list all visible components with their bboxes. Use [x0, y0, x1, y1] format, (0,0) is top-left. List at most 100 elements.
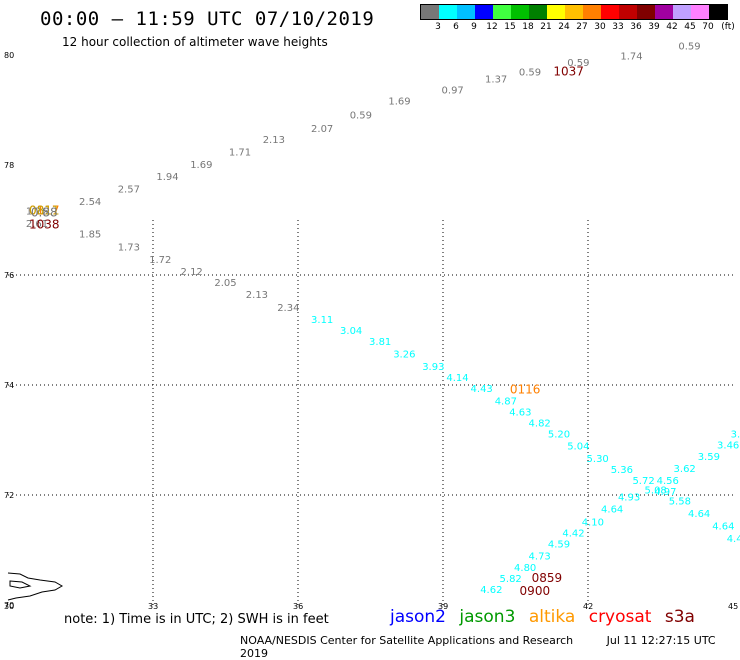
- pass-time-label: 0116: [510, 382, 541, 396]
- lat-label: 72: [4, 491, 14, 500]
- wave-height-reading: 2.57: [118, 185, 140, 196]
- scale-swatch: [709, 5, 727, 19]
- wave-height-reading: 1.85: [79, 230, 101, 241]
- scale-label: 18: [522, 22, 534, 32]
- wave-height-reading: 4.80: [514, 563, 536, 574]
- wave-height-reading: 0.59: [678, 42, 700, 53]
- wave-height-reading: 3.04: [340, 326, 362, 337]
- scale-swatch: [583, 5, 601, 19]
- pass-time-label: 0859: [532, 571, 563, 585]
- legend-jason2: jason2: [390, 607, 446, 627]
- wave-height-reading: 1.37: [485, 75, 507, 86]
- wave-height-reading: 2.05: [214, 278, 236, 289]
- wave-height-reading: 5.08: [645, 485, 667, 496]
- wave-height-reading: 1.72: [149, 255, 171, 266]
- wave-height-reading: 2.34: [277, 303, 299, 314]
- color-scale: 3 6 9 12 15 18 21 24 27 30 33 36 39 42 45 70 (ft): [420, 4, 735, 34]
- lon-label: 42: [583, 602, 593, 611]
- scale-label: 12: [486, 22, 498, 32]
- wave-height-reading: 3.26: [393, 350, 415, 361]
- scale-swatch: [691, 5, 709, 19]
- lon-label: 36: [293, 602, 303, 611]
- lat-label: 74: [4, 381, 14, 390]
- legend-cryosat: cryosat: [588, 607, 652, 627]
- footer-credit: NOAA/NESDIS Center for Satellite Applica…: [240, 634, 574, 647]
- scale-swatch: [655, 5, 673, 19]
- scale-label: 3: [435, 22, 441, 32]
- scale-swatch: [547, 5, 565, 19]
- wave-height-reading: 3.59: [698, 452, 720, 463]
- lat-label: 80: [4, 51, 14, 60]
- satellite-legend: jason2 jason3 altika cryosat s3a: [390, 607, 703, 627]
- wave-height-reading: 1.69: [190, 160, 212, 171]
- wave-height-reading: 3.81: [369, 337, 391, 348]
- scale-label: 42: [666, 22, 678, 32]
- scale-label: 36: [630, 22, 642, 32]
- wave-height-reading: 3.46: [717, 440, 739, 451]
- wave-height-reading: 4.62: [480, 585, 502, 596]
- wave-height-reading: 4.42: [562, 528, 584, 539]
- page-subtitle: 12 hour collection of altimeter wave hei…: [62, 35, 328, 49]
- wave-height-reading: 4.73: [529, 551, 551, 562]
- wave-height-reading: 1.94: [156, 172, 178, 183]
- lat-lon-grid: [8, 220, 733, 605]
- lon-label: 39: [438, 602, 448, 611]
- scale-swatch: [565, 5, 583, 19]
- lon-label: 30: [4, 602, 14, 611]
- wave-height-reading: 2.13: [263, 135, 285, 146]
- wave-height-reading: 1.73: [118, 242, 140, 253]
- wave-height-reading: 3.93: [422, 362, 444, 373]
- wave-height-reading: 4.43: [471, 384, 493, 395]
- lat-label: 70: [4, 601, 14, 610]
- wave-height-reading: 4.63: [509, 407, 531, 418]
- pass-time-label: 1037: [553, 64, 584, 78]
- wave-height-reading: 0.59: [350, 110, 372, 121]
- scale-label: 9: [471, 22, 477, 32]
- wave-height-reading: 3.: [731, 429, 740, 440]
- scale-swatch: [421, 5, 439, 19]
- wave-height-reading: 4.97: [654, 487, 676, 498]
- wave-height-reading: 5.20: [548, 429, 570, 440]
- wave-height-reading: 4.93: [618, 493, 640, 504]
- wave-height-reading: 5.82: [500, 574, 522, 585]
- color-scale-labels: 3 6 9 12 15 18 21 24 27 30 33 36 39 42 45 70 (ft): [420, 20, 735, 34]
- lon-label: 33: [148, 602, 158, 611]
- wave-height-reading: 2.13: [246, 290, 268, 301]
- wave-height-reading: 5.58: [669, 496, 691, 507]
- lon-label: 45: [728, 602, 738, 611]
- wave-height-reading: 3.11: [311, 315, 333, 326]
- scale-swatch: [457, 5, 475, 19]
- note-text: note: 1) Time is in UTC; 2) SWH is in fe…: [64, 612, 329, 627]
- wave-height-reading: 4.64: [688, 509, 710, 520]
- scale-label: 21: [540, 22, 552, 32]
- wave-height-reading: 2.12: [181, 267, 203, 278]
- scale-label: 70: [702, 22, 714, 32]
- wave-height-reading: 1.71: [229, 148, 251, 159]
- wave-height-reading: 2.54: [79, 197, 101, 208]
- wave-height-reading: 5.30: [587, 454, 609, 465]
- wave-height-reading: 1.76: [26, 207, 48, 218]
- legend-jason3: jason3: [459, 607, 516, 627]
- wave-height-reading: 4.64: [601, 505, 623, 516]
- scale-label: 24: [558, 22, 570, 32]
- scale-label: 27: [576, 22, 588, 32]
- scale-label: 6: [453, 22, 459, 32]
- legend-s3a: s3a: [664, 607, 695, 627]
- axis-labels: 30 33 36 39 42 45 80 78 76 74 72 70: [4, 51, 738, 611]
- scale-swatch: [619, 5, 637, 19]
- pass-time-label: 1038: [29, 217, 60, 231]
- scale-label: 30: [594, 22, 606, 32]
- wave-height-reading: 4.56: [657, 476, 679, 487]
- pass-time-label: 0900: [520, 584, 551, 598]
- scale-swatch: [511, 5, 529, 19]
- wave-height-reading: 4.14: [446, 373, 468, 384]
- wave-height-reading: 1.74: [620, 51, 642, 62]
- scale-label: 39: [648, 22, 660, 32]
- lat-label: 76: [4, 271, 14, 280]
- scale-unit: (ft): [721, 22, 735, 32]
- wave-height-reading: 4.10: [582, 517, 604, 528]
- wave-height-reading: 5.36: [611, 465, 633, 476]
- scale-swatch: [529, 5, 547, 19]
- wave-height-reading: 4.82: [529, 418, 551, 429]
- wave-height-reading: 1.69: [388, 97, 410, 108]
